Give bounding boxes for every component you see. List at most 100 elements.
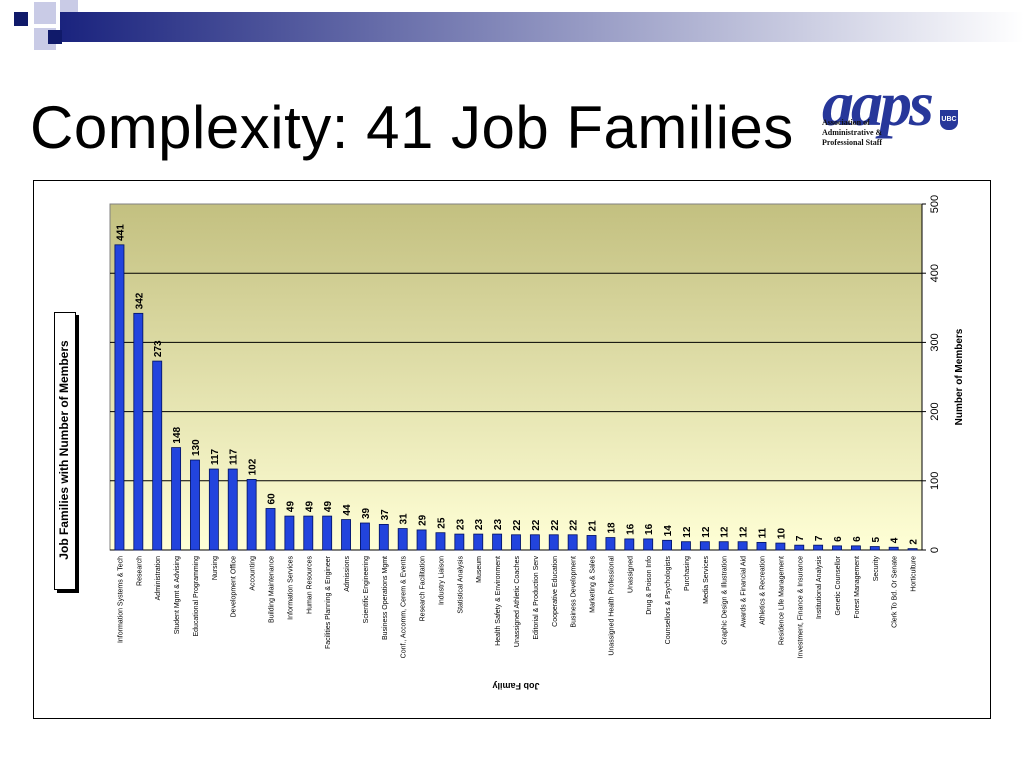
x-tick-label: Residence Life Management <box>778 556 785 645</box>
x-tick-label: Museum <box>476 556 483 583</box>
bar <box>794 544 805 551</box>
x-tick-label: Accounting <box>250 556 257 591</box>
x-tick-label: Administration <box>155 556 162 600</box>
bar <box>152 360 163 551</box>
bar-value-label: 10 <box>776 528 787 540</box>
x-axis-title: Job Family <box>492 681 539 691</box>
bar <box>227 468 238 551</box>
y-tick-label: 400 <box>929 264 941 282</box>
y-tick-label: 100 <box>929 472 941 490</box>
x-tick-label: Security <box>873 556 880 582</box>
y-tick-label: 200 <box>929 402 941 420</box>
bar-value-label: 22 <box>550 519 561 531</box>
x-tick-label: Cooperative Education <box>552 556 559 627</box>
x-tick-label: Editorial & Production Serv <box>533 556 540 640</box>
x-tick-label: Student Mgmt & Advising <box>174 556 181 634</box>
x-tick-label: Business Development <box>571 556 578 628</box>
bar-value-label: 16 <box>644 523 655 535</box>
x-tick-label: Forest Management <box>854 556 861 619</box>
bar <box>473 533 484 551</box>
header-gradient-band <box>60 12 1024 42</box>
bar-value-label: 16 <box>625 523 636 535</box>
bar <box>397 528 408 551</box>
bar <box>171 447 182 551</box>
x-tick-label: Purchasing <box>684 556 691 591</box>
bar <box>492 533 503 551</box>
bar-value-label: 14 <box>663 525 674 537</box>
bar-value-label: 6 <box>852 536 863 542</box>
bar <box>284 515 295 551</box>
bar <box>718 541 729 551</box>
x-tick-label: Institutional Analysis <box>816 556 823 620</box>
x-tick-label: Marketing & Sales <box>590 556 597 613</box>
bar <box>529 534 540 551</box>
corner-decoration <box>14 0 1024 50</box>
bar <box>775 542 786 551</box>
bar-value-label: 342 <box>134 292 145 309</box>
bar-value-label: 2 <box>909 539 920 545</box>
bar-value-label: 6 <box>833 536 844 542</box>
bar <box>511 534 521 551</box>
bar <box>681 541 691 551</box>
x-tick-label: Educational Programming <box>193 556 200 637</box>
bar <box>813 544 824 551</box>
bar <box>643 538 654 551</box>
x-tick-label: Conf., Accomm, Cerem & Events <box>401 556 408 659</box>
bar-value-label: 7 <box>814 535 825 541</box>
bar-value-label: 441 <box>115 224 126 241</box>
bar-value-label: 12 <box>720 526 731 538</box>
bar <box>416 529 427 551</box>
bar-value-label: 22 <box>512 519 523 531</box>
deco-square <box>34 2 56 24</box>
bar-chart: 0 100 200 300 400 500 441 Information Systems &… <box>109 195 965 691</box>
bar-value-label: 21 <box>588 520 599 532</box>
bar-value-label: 23 <box>474 519 485 531</box>
x-tick-label: Business Operations Mgmt <box>382 556 389 640</box>
bar-value-label: 44 <box>342 504 353 516</box>
aaps-logo: aaps Association of Administrative & Pro… <box>818 70 1014 156</box>
logo-line-3: Professional Staff <box>822 138 883 147</box>
x-tick-label: Information Systems & Tech <box>117 556 124 643</box>
x-tick-label: Unassigned Athletic Coaches <box>514 556 521 648</box>
y-axis-label-box <box>54 312 76 590</box>
bar-value-label: 29 <box>418 514 429 526</box>
bar <box>133 312 144 551</box>
bar <box>190 459 200 551</box>
x-tick-label: Unassigned <box>627 556 634 593</box>
x-tick-label: Building Maintenance <box>269 556 276 623</box>
bar <box>605 537 616 551</box>
x-tick-label: Development Office <box>231 556 238 617</box>
x-tick-label: Genetic Counsellor <box>835 555 842 615</box>
bar-value-label: 39 <box>361 507 372 519</box>
x-tick-label: Scientific Engineering <box>363 556 370 623</box>
logo-line-1: Association of <box>822 118 870 127</box>
bar <box>359 522 370 551</box>
bar-value-label: 18 <box>606 522 617 534</box>
x-tick-label: Athletics & Recreation <box>759 556 766 625</box>
bar <box>869 546 880 551</box>
bar <box>246 479 257 551</box>
y-tick-label: 0 <box>929 547 941 553</box>
bar-value-label: 37 <box>380 509 391 521</box>
bar <box>435 532 446 551</box>
x-tick-label: Awards & Financial Aid <box>741 556 748 628</box>
bar <box>586 535 597 551</box>
x-tick-label: Facilities Planning & Engineer <box>325 555 332 649</box>
slide-title: Complexity: 41 Job Families <box>30 94 794 161</box>
bar-value-label: 49 <box>304 501 315 513</box>
bar-value-label: 12 <box>701 526 712 538</box>
bar <box>756 541 767 551</box>
bar-value-label: 22 <box>531 519 542 531</box>
deco-square <box>60 0 78 12</box>
bar <box>454 533 465 551</box>
bar <box>624 538 635 551</box>
bar <box>737 541 748 551</box>
bar-value-label: 12 <box>739 526 750 538</box>
bar <box>662 539 673 551</box>
bar <box>378 523 389 551</box>
bar <box>567 534 578 551</box>
x-tick-label: Research Facilitation <box>420 556 427 621</box>
x-tick-label: Graphic Design & Illustration <box>722 556 729 645</box>
bar-value-label: 4 <box>890 537 901 543</box>
bar-value-label: 273 <box>153 340 164 357</box>
